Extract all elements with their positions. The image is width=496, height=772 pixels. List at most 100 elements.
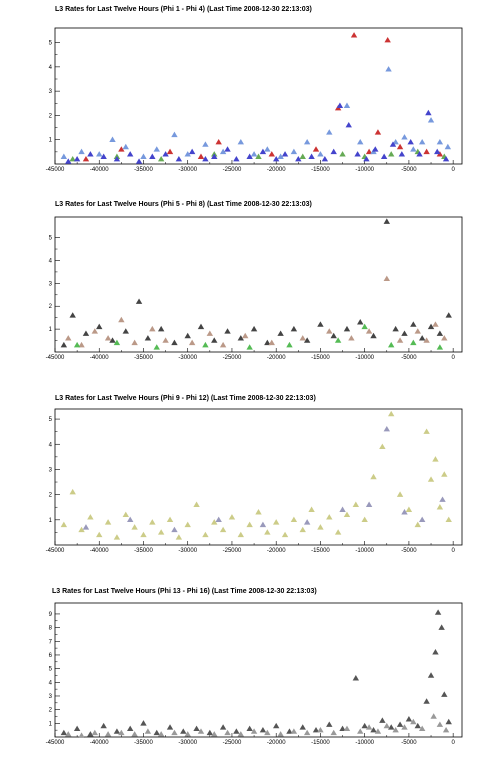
data-point xyxy=(414,328,421,334)
data-point xyxy=(401,134,408,140)
data-point xyxy=(237,138,245,145)
data-point xyxy=(78,148,85,155)
data-point xyxy=(436,138,444,145)
y-tick-label: 9 xyxy=(49,612,53,618)
data-point xyxy=(365,328,373,334)
x-tick-label: -5000 xyxy=(401,740,417,746)
data-point xyxy=(442,155,450,162)
data-point xyxy=(317,151,324,157)
data-point xyxy=(250,728,258,734)
data-point xyxy=(312,146,320,152)
data-point xyxy=(326,328,333,334)
data-point xyxy=(423,148,430,155)
data-point xyxy=(339,506,346,512)
chart-panel-3: L3 Rates for Last Twelve Hours (Phi 9 - … xyxy=(0,395,496,565)
data-point xyxy=(383,722,390,729)
data-point xyxy=(326,514,333,520)
chart-title: L3 Rates for Last Twelve Hours (Phi 5 - … xyxy=(55,201,312,208)
data-point xyxy=(352,675,360,681)
data-point xyxy=(206,330,214,336)
data-point xyxy=(100,722,107,729)
data-point xyxy=(361,516,368,523)
x-tick-label: 0 xyxy=(451,167,455,173)
chart-plot: -45000 -40000 -35000 -30000 -25000 -20000 -150… xyxy=(46,602,463,746)
data-point xyxy=(259,148,267,155)
data-point xyxy=(264,146,271,152)
data-point xyxy=(166,148,174,155)
data-point xyxy=(441,471,448,477)
data-point xyxy=(78,526,85,533)
data-point xyxy=(188,148,196,155)
data-point xyxy=(219,341,227,348)
y-tick-label: 4 xyxy=(49,258,53,264)
x-tick-label: -10000 xyxy=(355,548,374,554)
data-point xyxy=(73,341,81,348)
data-point xyxy=(290,325,298,332)
data-point xyxy=(78,732,85,738)
data-point xyxy=(87,151,94,157)
chart-panel-2: L3 Rates for Last Twelve Hours (Phi 5 - … xyxy=(0,201,496,371)
data-point xyxy=(277,731,284,737)
data-point xyxy=(299,335,306,341)
data-point xyxy=(299,724,306,730)
data-point xyxy=(286,341,293,348)
data-point xyxy=(211,337,218,343)
data-point xyxy=(104,731,112,737)
x-tick-label: -35000 xyxy=(134,548,153,554)
data-point xyxy=(87,514,94,520)
x-tick-label: -5000 xyxy=(401,167,417,173)
data-point xyxy=(215,516,222,523)
data-point xyxy=(334,529,342,535)
data-point xyxy=(184,521,191,528)
data-point xyxy=(383,275,390,282)
data-point xyxy=(131,524,138,530)
x-tick-label: 0 xyxy=(451,548,455,554)
data-point xyxy=(166,516,174,523)
data-point xyxy=(385,66,392,72)
y-tick-label: 5 xyxy=(49,417,53,423)
data-point xyxy=(363,155,370,162)
data-point xyxy=(321,155,329,162)
data-point xyxy=(281,151,289,157)
data-point xyxy=(96,323,103,330)
data-point xyxy=(82,155,90,162)
data-point xyxy=(396,337,404,343)
data-point xyxy=(131,731,138,737)
data-point xyxy=(162,151,169,157)
data-point xyxy=(197,728,205,734)
data-point xyxy=(157,731,165,737)
data-point xyxy=(388,410,395,417)
data-point xyxy=(184,332,191,339)
data-point xyxy=(224,146,231,152)
data-point xyxy=(149,519,156,525)
data-point xyxy=(343,325,351,332)
data-point xyxy=(122,143,129,150)
chart-panel-1: L3 Rates for Last Twelve Hours (Phi 1 - … xyxy=(0,6,496,176)
data-point xyxy=(290,728,298,734)
x-tick-label: -15000 xyxy=(311,167,330,173)
data-point xyxy=(339,151,346,157)
data-point xyxy=(233,155,240,162)
data-point xyxy=(171,729,178,736)
data-point xyxy=(434,609,442,615)
data-point xyxy=(113,534,121,540)
data-point xyxy=(445,312,452,318)
x-tick-label: -15000 xyxy=(311,740,330,746)
data-point xyxy=(127,516,134,523)
data-point xyxy=(396,491,404,497)
x-tick-label: -5000 xyxy=(401,355,417,361)
data-point xyxy=(389,141,397,147)
data-point xyxy=(246,521,253,528)
data-point xyxy=(436,330,444,336)
data-point xyxy=(303,519,311,525)
data-point xyxy=(197,153,205,159)
data-point xyxy=(299,153,306,159)
data-point xyxy=(425,109,432,116)
data-point xyxy=(255,153,262,159)
data-point xyxy=(388,341,395,348)
chart-title: L3 Rates for Last Twelve Hours (Phi 1 - … xyxy=(55,6,312,13)
data-point xyxy=(392,138,399,145)
data-point xyxy=(157,325,165,332)
data-point xyxy=(383,425,390,432)
x-tick-label: -20000 xyxy=(267,355,286,361)
